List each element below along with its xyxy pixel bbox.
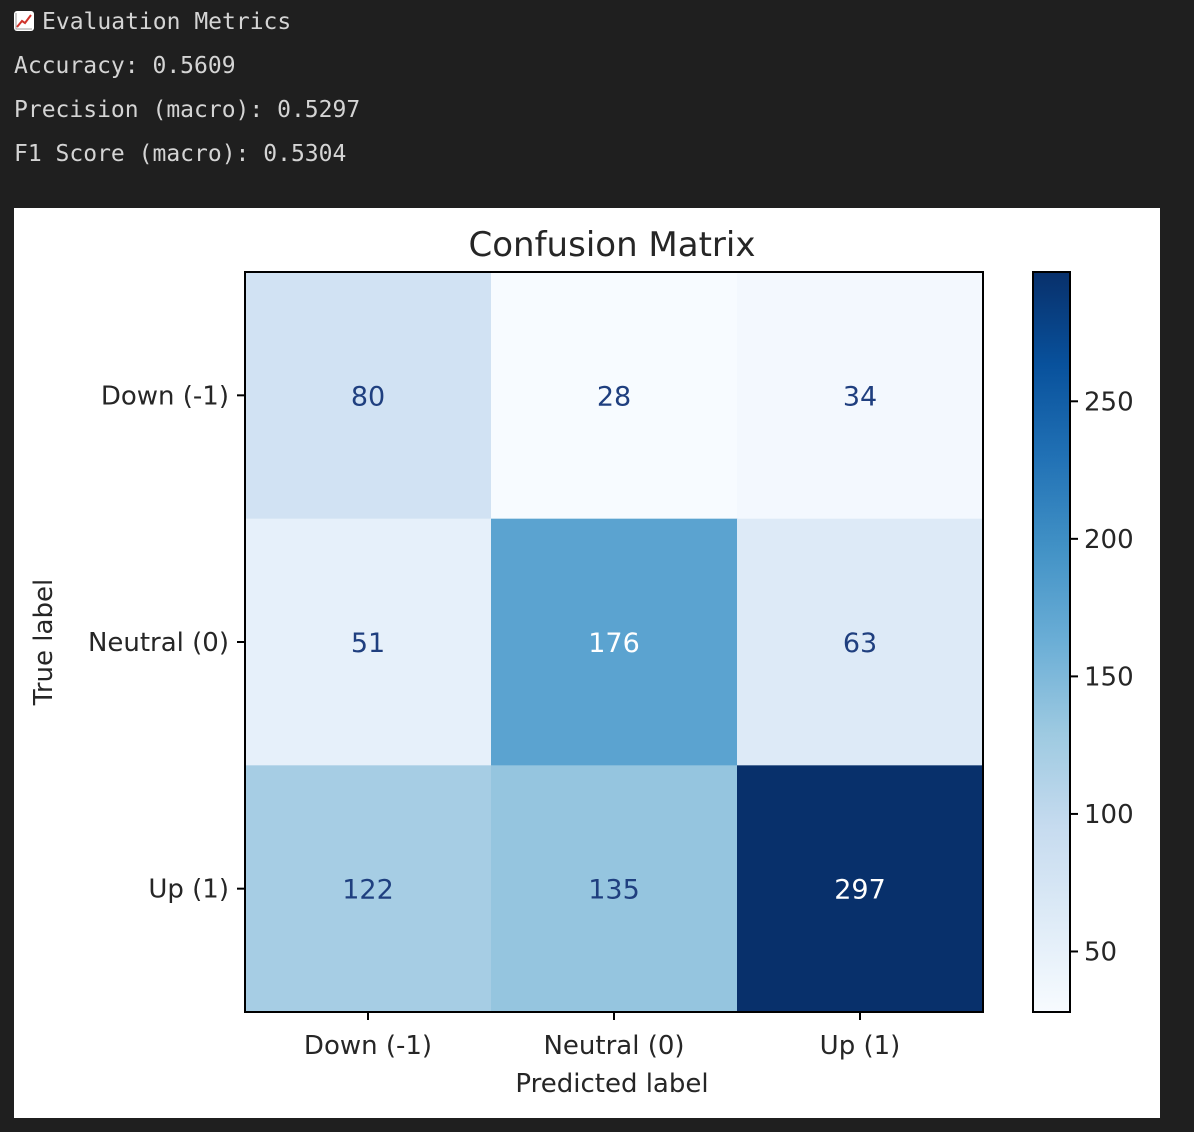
heatmap-cell: [491, 518, 738, 766]
x-axis-label: Predicted label: [515, 1069, 708, 1099]
colorbar-tick-label: 50: [1084, 937, 1117, 967]
colorbar: [1033, 272, 1070, 1012]
colorbar-ticks: 50 100 150 200 250: [1070, 387, 1134, 967]
heatmap-cell: [245, 518, 492, 766]
cell-value-label: 176: [588, 628, 640, 659]
heatmap-cell: [491, 765, 738, 1013]
heatmap-cell: [737, 518, 984, 766]
heatmap-cell: [737, 765, 984, 1013]
header-line: Evaluation Metrics: [14, 4, 360, 48]
confusion-matrix-figure: Confusion Matrix 80 28 34 51 176 63 122 135 297 …: [14, 208, 1160, 1118]
colorbar-tick-label: 150: [1084, 662, 1134, 692]
cell-value-label: 122: [342, 875, 394, 906]
x-tick-label: Neutral (0): [543, 1031, 684, 1061]
colorbar-frame: [1032, 271, 1071, 1013]
cell-value-label: 51: [351, 628, 385, 659]
chart-increasing-icon: [14, 11, 34, 31]
heatmap-cell: [491, 272, 738, 520]
colorbar-tick-label: 100: [1084, 800, 1134, 830]
cell-value-label: 135: [588, 875, 640, 906]
cell-value-label: 80: [351, 381, 385, 412]
metric-accuracy: Accuracy: 0.5609: [14, 53, 236, 79]
cell-value-label: 34: [843, 381, 877, 412]
metrics-text: Evaluation Metrics Accuracy: 0.5609 Prec…: [14, 4, 360, 180]
x-tick-label: Up (1): [820, 1031, 901, 1061]
cell-value-label: 297: [834, 875, 886, 906]
cell-value-label: 28: [597, 381, 631, 412]
colorbar-tick-label: 200: [1084, 525, 1134, 555]
y-axis-ticks: Down (-1) Neutral (0) Up (1): [88, 381, 245, 905]
x-tick-label: Down (-1): [304, 1031, 432, 1061]
heatmap-cell: [737, 272, 984, 520]
y-tick-label: Neutral (0): [88, 628, 229, 658]
heatmap-cells: [245, 272, 984, 1013]
y-tick-label: Up (1): [148, 875, 229, 905]
header-title: Evaluation Metrics: [42, 9, 292, 35]
x-axis-ticks: Down (-1) Neutral (0) Up (1): [304, 1012, 900, 1061]
cell-value-label: 63: [843, 628, 877, 659]
metric-precision: Precision (macro): 0.5297: [14, 97, 361, 123]
heatmap-cell: [245, 272, 492, 520]
y-axis-label: True label: [29, 579, 59, 706]
y-tick-label: Down (-1): [101, 381, 229, 411]
metric-f1: F1 Score (macro): 0.5304: [14, 141, 347, 167]
colorbar-tick-label: 250: [1084, 387, 1134, 417]
heatmap-cell-labels: 80 28 34 51 176 63 122 135 297: [342, 381, 886, 905]
chart-title: Confusion Matrix: [469, 225, 756, 265]
heatmap-cell: [245, 765, 492, 1013]
